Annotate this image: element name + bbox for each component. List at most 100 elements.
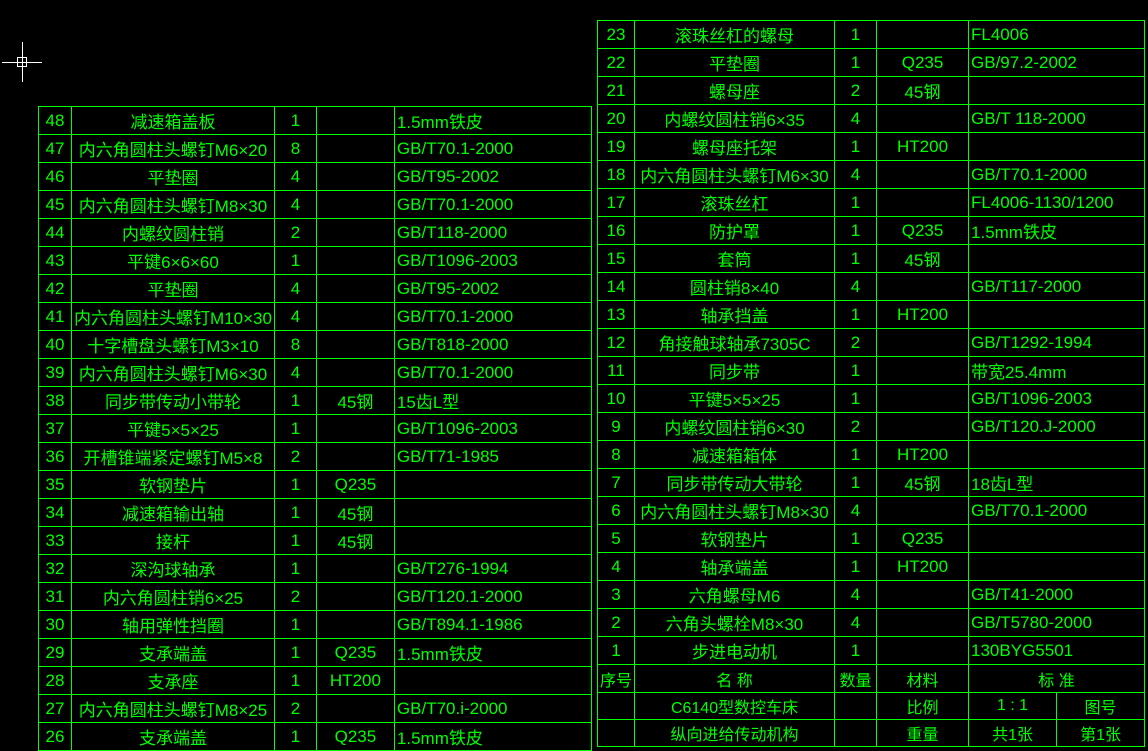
title-cell: C6140型数控车床 — [635, 693, 835, 720]
cell: 11 — [598, 357, 635, 385]
cell — [316, 135, 394, 163]
cell: 2 — [274, 443, 316, 471]
left-bom-table: 48减速箱盖板11.5mm铁皮47内六角圆柱头螺钉M6×208GB/T70.1-… — [38, 106, 592, 751]
cell: Q235 — [877, 49, 969, 77]
cell — [394, 471, 591, 499]
cell: 45钢 — [877, 77, 969, 105]
cell — [316, 303, 394, 331]
cell — [598, 720, 635, 747]
cell — [316, 107, 394, 135]
table-row: 44内螺纹圆柱销2GB/T118-2000 — [39, 219, 592, 247]
table-row: 5软钢垫片1Q235 — [598, 525, 1145, 553]
cell: HT200 — [877, 133, 969, 161]
cell: 4 — [835, 497, 877, 525]
ratio-label: 比例 — [877, 693, 969, 720]
cell: GB/T118-2000 — [394, 219, 591, 247]
cell: GB/T818-2000 — [394, 331, 591, 359]
table-row: 40十字槽盘头螺钉M3×108GB/T818-2000 — [39, 331, 592, 359]
cell: GB/T120.1-2000 — [394, 583, 591, 611]
cell: 轴用弹性挡圈 — [72, 611, 275, 639]
cell: 滚珠丝杠的螺母 — [635, 21, 835, 49]
table-row: 12角接触球轴承7305C2GB/T1292-1994 — [598, 329, 1145, 357]
cell: HT200 — [877, 301, 969, 329]
cell: 内螺纹圆柱销6×30 — [635, 413, 835, 441]
cell — [835, 720, 877, 747]
cell: 1 — [274, 247, 316, 275]
cell — [877, 21, 969, 49]
cell: 1 — [274, 107, 316, 135]
table-row: 23滚珠丝杠的螺母1 FL4006 — [598, 21, 1145, 49]
cell: 48 — [39, 107, 72, 135]
cell: 1 — [835, 21, 877, 49]
cell: 螺母座 — [635, 77, 835, 105]
cell: 六角螺母M6 — [635, 581, 835, 609]
table-row: 38同步带传动小带轮145钢15齿L型 — [39, 387, 592, 415]
cell: GB/T276-1994 — [394, 555, 591, 583]
table-row: 43平键6×6×601GB/T1096-2003 — [39, 247, 592, 275]
table-row: 21螺母座245钢 — [598, 77, 1145, 105]
cell: 软钢垫片 — [72, 471, 275, 499]
cell: 45钢 — [316, 527, 394, 555]
cell: 内六角圆柱头螺钉M8×30 — [72, 191, 275, 219]
cell: 1 — [835, 637, 877, 665]
cell — [877, 189, 969, 217]
cell: 30 — [39, 611, 72, 639]
table-row: 47内六角圆柱头螺钉M6×208GB/T70.1-2000 — [39, 135, 592, 163]
cell: 螺母座托架 — [635, 133, 835, 161]
cell: GB/T1096-2003 — [394, 247, 591, 275]
cell: GB/T5780-2000 — [969, 609, 1145, 637]
cell: 防护罩 — [635, 217, 835, 245]
sheet-label: 共1张 — [969, 720, 1057, 746]
cell: 减速箱盖板 — [72, 107, 275, 135]
cell — [835, 693, 877, 720]
cell: 1 — [835, 385, 877, 413]
cell — [316, 555, 394, 583]
cell: 平键5×5×25 — [635, 385, 835, 413]
cell: 平垫圈 — [635, 49, 835, 77]
cell: 41 — [39, 303, 72, 331]
cell: 1 — [835, 469, 877, 497]
cell: GB/T95-2002 — [394, 275, 591, 303]
sheet2-label: 第1张 — [1057, 720, 1145, 746]
cell: 4 — [274, 275, 316, 303]
cell: Q235 — [316, 471, 394, 499]
cell: HT200 — [877, 553, 969, 581]
cell: FL4006 — [969, 21, 1145, 49]
cell: 29 — [39, 639, 72, 667]
left-table: 48减速箱盖板11.5mm铁皮47内六角圆柱头螺钉M6×208GB/T70.1-… — [38, 106, 592, 751]
cell: 内螺纹圆柱销6×35 — [635, 105, 835, 133]
cell: 1 — [274, 415, 316, 443]
table-row: 16防护罩1Q2351.5mm铁皮 — [598, 217, 1145, 245]
right-bom-table: 23滚珠丝杠的螺母1FL400622平垫圈1Q235GB/97.2-200221… — [597, 20, 1145, 747]
table-row: 4轴承端盖1HT200 — [598, 553, 1145, 581]
cell: 4 — [835, 609, 877, 637]
cell: 减速箱输出轴 — [72, 499, 275, 527]
cell: 2 — [274, 695, 316, 723]
cell: 45钢 — [877, 245, 969, 273]
cell: 4 — [835, 273, 877, 301]
cell — [316, 275, 394, 303]
cell: 31 — [39, 583, 72, 611]
cell: 平垫圈 — [72, 275, 275, 303]
cell: 9 — [598, 413, 635, 441]
cell — [394, 527, 591, 555]
table-row: 9内螺纹圆柱销6×302GB/T120.J-2000 — [598, 413, 1145, 441]
cell — [316, 415, 394, 443]
cell: 28 — [39, 667, 72, 695]
cell: 1.5mm铁皮 — [394, 107, 591, 135]
cell — [877, 273, 969, 301]
cell: 1 — [835, 49, 877, 77]
cell: 45钢 — [877, 469, 969, 497]
cell — [316, 359, 394, 387]
cell: 带宽25.4mm — [969, 357, 1145, 385]
cell: 支承座 — [72, 667, 275, 695]
cell: 45 — [39, 191, 72, 219]
cell: 接杆 — [72, 527, 275, 555]
cell: 23 — [598, 21, 635, 49]
cell — [316, 331, 394, 359]
cell: 2 — [835, 77, 877, 105]
cell — [969, 301, 1145, 329]
cell: 32 — [39, 555, 72, 583]
subtitle-cell: 纵向进给传动机构 — [635, 720, 835, 747]
cell: 47 — [39, 135, 72, 163]
